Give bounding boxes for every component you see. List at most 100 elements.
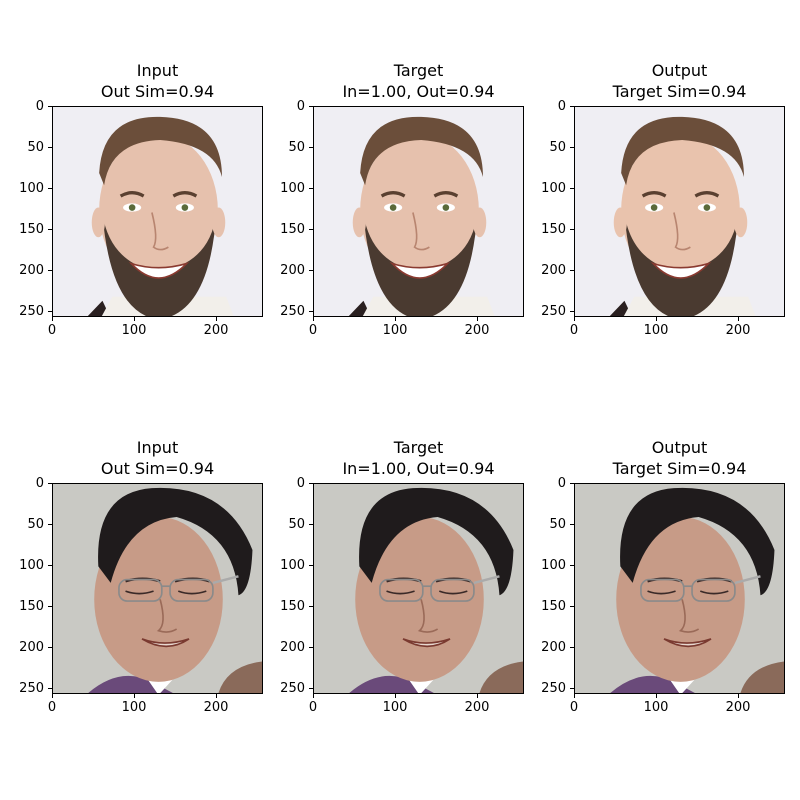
y-tick (48, 647, 52, 649)
panel-title-line2: Target Sim=0.94 (612, 459, 747, 478)
x-tick-label: 100 (382, 323, 408, 338)
panel-title-line1: Input (136, 61, 179, 80)
face-image (575, 484, 784, 693)
y-tick (570, 606, 574, 608)
x-tick (313, 694, 314, 698)
x-tick-label: 100 (382, 700, 408, 715)
y-tick (309, 229, 313, 231)
face-image (53, 107, 262, 316)
x-tick-label: 0 (47, 700, 57, 715)
panel-title: Input Out Sim=0.94 (28, 60, 288, 102)
y-tick (48, 106, 52, 107)
x-tick-label: 200 (464, 700, 490, 715)
plot-area (574, 483, 785, 694)
y-tick-label: 250 (280, 304, 305, 320)
y-tick-label: 50 (549, 517, 566, 533)
panel-title-line2: Out Sim=0.94 (100, 459, 215, 478)
panel-title: Target In=1.00, Out=0.94 (289, 60, 549, 102)
x-tick (738, 694, 740, 698)
panel-title: Target In=1.00, Out=0.94 (289, 437, 549, 479)
x-tick (216, 317, 218, 321)
panel-title: Input Out Sim=0.94 (28, 437, 288, 479)
x-tick-label: 0 (308, 700, 318, 715)
y-tick-label: 50 (288, 517, 305, 533)
y-tick (309, 688, 313, 690)
x-tick-label: 0 (569, 323, 579, 338)
y-tick (309, 524, 313, 526)
y-tick-label: 0 (296, 476, 305, 491)
y-tick-label: 100 (541, 181, 566, 197)
y-tick-label: 50 (288, 140, 305, 156)
x-tick (52, 317, 53, 321)
y-tick (48, 311, 52, 313)
y-tick (309, 147, 313, 149)
y-tick-label: 250 (19, 681, 44, 697)
y-tick (570, 270, 574, 272)
y-tick (570, 524, 574, 526)
y-tick (48, 483, 52, 484)
y-tick (570, 147, 574, 149)
y-tick-label: 250 (541, 304, 566, 320)
x-tick-label: 100 (643, 323, 669, 338)
y-tick (570, 565, 574, 567)
face-image (53, 484, 262, 693)
face-image (575, 107, 784, 316)
y-tick-label: 100 (19, 558, 44, 574)
x-tick (574, 317, 575, 321)
x-tick (395, 317, 397, 321)
y-tick (48, 606, 52, 608)
panel-title: Output Target Sim=0.94 (550, 437, 800, 479)
y-tick (570, 647, 574, 649)
plot-area (313, 483, 524, 694)
y-tick (309, 647, 313, 649)
plot-area (52, 483, 263, 694)
y-tick (309, 311, 313, 313)
x-tick (477, 317, 479, 321)
y-tick-label: 150 (19, 599, 44, 615)
x-tick (52, 694, 53, 698)
x-tick-label: 200 (464, 323, 490, 338)
y-tick-label: 100 (280, 558, 305, 574)
panel-title-line1: Output (651, 61, 708, 80)
y-tick-label: 0 (35, 99, 44, 114)
y-tick (48, 565, 52, 567)
x-tick-label: 0 (47, 323, 57, 338)
y-tick-label: 50 (27, 140, 44, 156)
plot-area (574, 106, 785, 317)
x-tick-label: 0 (569, 700, 579, 715)
x-tick-label: 200 (203, 323, 229, 338)
y-tick (309, 565, 313, 567)
panel-title-line2: In=1.00, Out=0.94 (342, 459, 495, 478)
y-tick-label: 150 (19, 222, 44, 238)
x-tick (656, 317, 658, 321)
face-image (314, 107, 523, 316)
y-tick (48, 147, 52, 149)
x-tick-label: 100 (121, 323, 147, 338)
y-tick (570, 688, 574, 690)
y-tick-label: 100 (541, 558, 566, 574)
y-tick-label: 0 (296, 99, 305, 114)
y-tick-label: 0 (35, 476, 44, 491)
y-tick-label: 200 (19, 263, 44, 279)
y-tick-label: 100 (280, 181, 305, 197)
y-tick-label: 150 (541, 599, 566, 615)
y-tick-label: 0 (557, 99, 566, 114)
y-tick-label: 250 (19, 304, 44, 320)
y-tick (48, 229, 52, 231)
x-tick (477, 694, 479, 698)
y-tick-label: 100 (19, 181, 44, 197)
y-tick-label: 250 (280, 681, 305, 697)
x-tick-label: 200 (725, 323, 751, 338)
x-tick-label: 200 (725, 700, 751, 715)
x-tick (574, 694, 575, 698)
y-tick-label: 200 (280, 640, 305, 656)
y-tick (48, 188, 52, 190)
panel-title: Output Target Sim=0.94 (550, 60, 800, 102)
panel-title-line2: Target Sim=0.94 (612, 82, 747, 101)
plot-area (52, 106, 263, 317)
panel-title-line1: Target (393, 61, 444, 80)
y-tick (309, 188, 313, 190)
x-tick-label: 200 (203, 700, 229, 715)
x-tick (656, 694, 658, 698)
y-tick-label: 200 (541, 640, 566, 656)
